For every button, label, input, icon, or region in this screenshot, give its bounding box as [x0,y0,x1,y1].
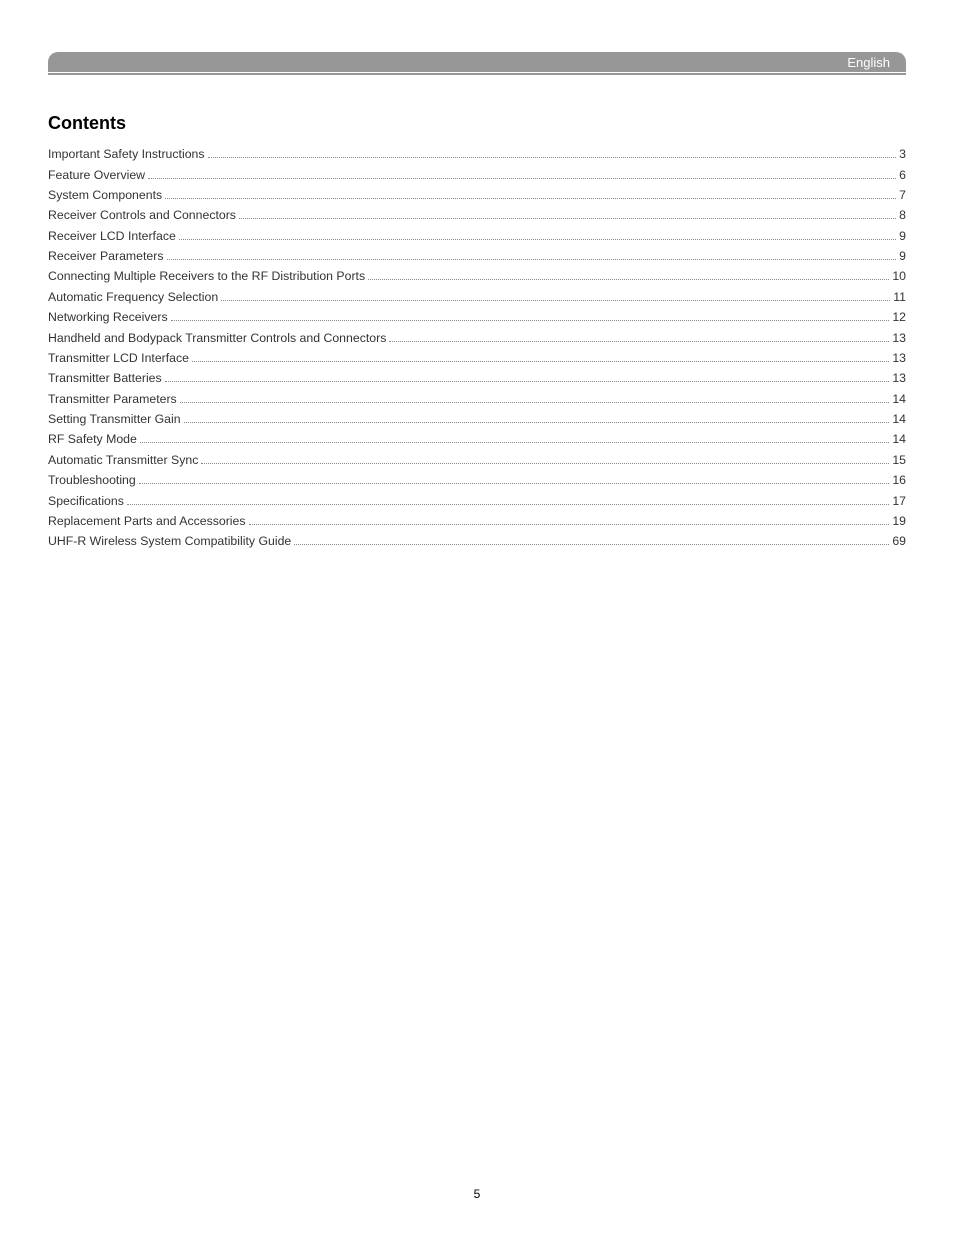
toc-row: Automatic Frequency Selection 11 [48,287,906,307]
toc-row: Important Safety Instructions 3 [48,144,906,164]
toc-page: 69 [892,534,906,548]
toc-page: 13 [892,371,906,385]
toc-title: System Components [48,188,162,202]
toc-page: 13 [892,351,906,365]
toc-leader [140,442,889,443]
toc-title: Connecting Multiple Receivers to the RF … [48,269,365,283]
toc-page: 14 [892,432,906,446]
toc-title: Important Safety Instructions [48,147,205,161]
toc-leader [368,279,889,280]
toc-page: 9 [899,229,906,243]
toc-title: Feature Overview [48,168,145,182]
toc-leader [139,483,890,484]
toc-page: 8 [899,208,906,222]
toc-leader [249,524,890,525]
language-label: English [847,55,890,70]
toc-row: Connecting Multiple Receivers to the RF … [48,266,906,286]
contents-heading: Contents [48,113,906,134]
toc-page: 16 [892,473,906,487]
toc-row: Receiver Controls and Connectors 8 [48,205,906,225]
toc-leader [192,361,889,362]
toc-leader [389,341,889,342]
toc-row: Feature Overview 6 [48,164,906,184]
toc-leader [127,504,889,505]
toc-page: 19 [892,514,906,528]
toc-leader [148,178,896,179]
toc-row: Networking Receivers 12 [48,307,906,327]
toc-leader [221,300,890,301]
toc-page: 13 [892,331,906,345]
toc-title: Receiver Controls and Connectors [48,208,236,222]
toc-leader [208,157,897,158]
toc-title: RF Safety Mode [48,432,137,446]
toc-title: Transmitter Parameters [48,392,177,406]
toc-leader [165,198,896,199]
toc-row: Receiver Parameters 9 [48,246,906,266]
toc-row: System Components 7 [48,185,906,205]
language-bar: English [48,52,906,72]
toc-title: Automatic Frequency Selection [48,290,218,304]
toc-title: Networking Receivers [48,310,168,324]
toc-leader [167,259,897,260]
toc-leader [171,320,890,321]
toc-page: 9 [899,249,906,263]
toc-row: Troubleshooting 16 [48,470,906,490]
toc-row: Transmitter Batteries 13 [48,368,906,388]
toc-row: Transmitter LCD Interface 13 [48,348,906,368]
toc-title: Troubleshooting [48,473,136,487]
page-container: English Contents Important Safety Instru… [0,0,954,1235]
toc-row: Automatic Transmitter Sync 15 [48,450,906,470]
toc-row: UHF-R Wireless System Compatibility Guid… [48,531,906,551]
toc-row: Handheld and Bodypack Transmitter Contro… [48,327,906,347]
toc-page: 17 [892,494,906,508]
toc-title: Receiver LCD Interface [48,229,176,243]
toc-row: Receiver LCD Interface 9 [48,226,906,246]
toc-page: 6 [899,168,906,182]
toc-row: Replacement Parts and Accessories 19 [48,511,906,531]
toc-leader [239,218,896,219]
toc-title: Handheld and Bodypack Transmitter Contro… [48,331,386,345]
toc-leader [201,463,889,464]
page-number: 5 [0,1187,954,1201]
toc-page: 7 [899,188,906,202]
toc-title: Transmitter Batteries [48,371,162,385]
toc-page: 14 [892,412,906,426]
toc-row: Setting Transmitter Gain 14 [48,409,906,429]
toc-title: Automatic Transmitter Sync [48,453,198,467]
toc-page: 3 [899,147,906,161]
toc-title: UHF-R Wireless System Compatibility Guid… [48,534,291,548]
toc-title: Replacement Parts and Accessories [48,514,246,528]
toc-leader [180,402,890,403]
toc-title: Setting Transmitter Gain [48,412,181,426]
toc-leader [184,422,890,423]
toc-page: 14 [892,392,906,406]
toc-title: Receiver Parameters [48,249,164,263]
toc-row: Specifications 17 [48,490,906,510]
toc-row: RF Safety Mode 14 [48,429,906,449]
toc-row: Transmitter Parameters 14 [48,389,906,409]
table-of-contents: Important Safety Instructions 3 Feature Ov… [48,144,906,552]
toc-page: 15 [892,453,906,467]
toc-page: 10 [892,269,906,283]
toc-leader [179,239,896,240]
language-bar-underline [48,73,906,75]
toc-title: Specifications [48,494,124,508]
toc-title: Transmitter LCD Interface [48,351,189,365]
toc-leader [165,381,890,382]
toc-page: 12 [892,310,906,324]
toc-leader [294,544,889,545]
toc-page: 11 [893,290,906,304]
